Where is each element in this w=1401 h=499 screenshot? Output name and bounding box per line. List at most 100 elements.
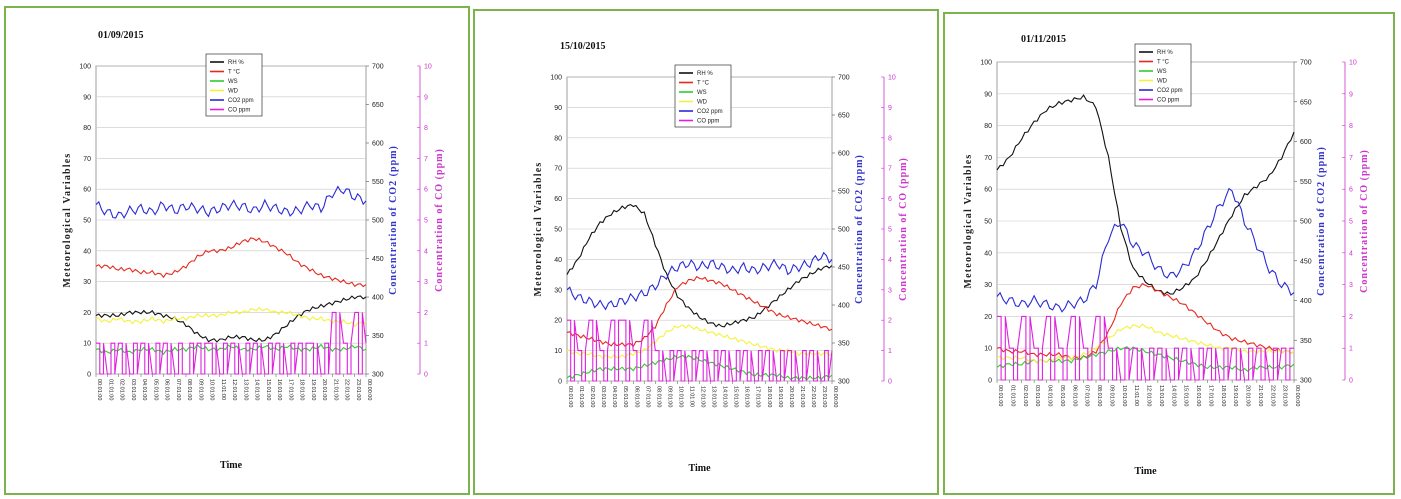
c3-x-tick-label: 19:01:00: [1232, 385, 1238, 406]
chart-svg-1: 01/09/2015010203040506070809010030035040…: [62, 30, 445, 471]
c2-y2-tick-label: 650: [838, 113, 850, 120]
c2-x-tick-label: 15:01:00: [733, 386, 739, 407]
c3-y-tick-label: 20: [984, 314, 992, 321]
c3-legend-label: CO2 ppm: [1157, 88, 1183, 94]
c2-x-tick-label: 21:01:00: [799, 386, 805, 407]
c2-series-line-4: [566, 324, 833, 360]
c1-x-tick-label: 16:01:00: [276, 379, 282, 400]
c2-x-tick-label: 16:01:00: [744, 386, 750, 407]
c2-y3-tick-label: 5: [888, 227, 892, 234]
c3-x-tick-label: 14:01:00: [1170, 385, 1176, 406]
c3-x-tick-label: 00:01:00: [997, 385, 1003, 406]
c1-y-tick-label: 90: [83, 94, 91, 101]
c3-y-tick-label: 50: [984, 219, 992, 226]
c1-x-tick-label: 12:01:00: [231, 379, 237, 400]
c2-x-tick-label: 11:01:00: [688, 386, 694, 407]
c1-y3-axis-label: Concentration of CO (ppm): [434, 148, 445, 292]
c1-y-tick-label: 50: [83, 218, 91, 225]
c3-y2-tick-label: 650: [1300, 99, 1312, 106]
c3-x-tick-label: 11:01:00: [1133, 385, 1139, 406]
c2-y3-tick-label: 10: [888, 75, 896, 82]
c1-series-line-5: [95, 185, 367, 220]
c3-series-line-5: [996, 187, 1295, 313]
c1-x-tick-label: 02:01:00: [119, 379, 125, 400]
c2-legend-label: RH %: [697, 71, 713, 77]
c1-x-tick-label: 00:01:00: [96, 379, 102, 400]
c3-y3-tick-label: 5: [1349, 219, 1353, 226]
c2-y3-axis-label: Concentration of CO (ppm): [898, 157, 909, 301]
c2-x-tick-label: 17:01:00: [755, 386, 761, 407]
c3-x-tick-label: 05:01:00: [1059, 385, 1065, 406]
c1-chart-title: 01/09/2015: [98, 30, 144, 41]
c3-x-tick-label: 12:01:00: [1146, 385, 1152, 406]
c3-y-tick-label: 40: [984, 250, 992, 257]
c1-legend-label: CO ppm: [228, 108, 250, 114]
c2-y-tick-label: 60: [554, 196, 562, 203]
c3-x-tick-label: 04:01:00: [1047, 385, 1053, 406]
c2-y3-tick-label: 7: [888, 166, 892, 173]
c1-y2-tick-label: 500: [372, 218, 384, 225]
c3-y-tick-label: 0: [988, 378, 992, 385]
c2-y3-tick-label: 3: [888, 287, 892, 294]
c2-legend-label: T °C: [697, 81, 710, 87]
c1-x-tick-label: 03:01:00: [130, 379, 136, 400]
c2-x-tick-label: 23:01:00: [821, 386, 827, 407]
c1-x-tick-label: 00:00:00: [366, 379, 372, 400]
c1-legend-label: WD: [228, 89, 239, 95]
c1-legend-label: CO2 ppm: [228, 98, 254, 104]
c3-x-tick-label: 02:01:00: [1022, 385, 1028, 406]
c1-y3-tick-label: 0: [424, 372, 428, 379]
c2-y2-tick-label: 700: [838, 75, 850, 82]
c2-x-tick-label: 05:01:00: [622, 386, 628, 407]
c1-legend-label: WS: [228, 79, 238, 85]
c2-y-tick-label: 100: [550, 75, 562, 82]
c3-y3-tick-label: 10: [1349, 60, 1357, 67]
c2-x-tick-label: 00:00:00: [832, 386, 838, 407]
c2-x-tick-label: 14:01:00: [722, 386, 728, 407]
c3-legend-label: WD: [1157, 79, 1168, 85]
c2-x-tick-label: 12:01:00: [700, 386, 706, 407]
c1-x-tick-label: 23:01:00: [355, 379, 361, 400]
c2-x-tick-label: 02:01:00: [589, 386, 595, 407]
c1-legend-label: T °C: [228, 70, 241, 76]
c2-y3-tick-label: 9: [888, 105, 892, 112]
c2-x-tick-label: 07:01:00: [644, 386, 650, 407]
c1-x-tick-label: 17:01:00: [287, 379, 293, 400]
c3-series-line-6: [997, 315, 1294, 381]
c1-y-tick-label: 100: [79, 64, 91, 71]
c1-y-tick-label: 60: [83, 187, 91, 194]
chart-panel-2: 15/10/2015 0 10 20 30 40 50 60 70 80 90 100 300 350 40…: [473, 9, 939, 495]
c2-x-tick-label: 19:01:00: [777, 386, 783, 407]
c2-y2-tick-label: 450: [838, 265, 850, 272]
c3-legend-label: CO ppm: [1157, 98, 1179, 104]
c1-y3-tick-label: 7: [424, 156, 428, 163]
c1-y-tick-label: 40: [83, 248, 91, 255]
c3-legend-label: WS: [1157, 69, 1167, 75]
c3-y3-tick-label: 8: [1349, 123, 1353, 130]
c3-x-tick-label: 21:01:00: [1257, 385, 1263, 406]
c3-y3-tick-label: 9: [1349, 91, 1353, 98]
c2-x-tick-label: 18:01:00: [766, 386, 772, 407]
c1-y2-axis-label: Concentration of CO2 (ppm): [388, 145, 399, 295]
c1-y-tick-label: 70: [83, 156, 91, 163]
chart-svg-3: 01/11/2015010203040506070809010030035040…: [963, 34, 1370, 477]
c2-y-tick-label: 20: [554, 318, 562, 325]
c1-y-tick-label: 80: [83, 125, 91, 132]
c1-x-tick-label: 21:01:00: [332, 379, 338, 400]
c3-y3-tick-label: 2: [1349, 314, 1353, 321]
c3-y3-tick-label: 3: [1349, 282, 1353, 289]
c2-x-tick-label: 04:01:00: [611, 386, 617, 407]
chart-panel-3: 01/11/2015 0 10 20 30 40 50 60 70 80 90 100 300 350 40…: [943, 12, 1395, 495]
c1-y3-tick-label: 1: [424, 341, 428, 348]
c2-series-line-1: [566, 203, 833, 328]
c2-x-tick-label: 01:01:00: [578, 386, 584, 407]
c2-x-tick-label: 09:01:00: [666, 386, 672, 407]
c2-y-axis-label: Meteorological Variables: [533, 162, 544, 297]
c1-x-tick-label: 05:01:00: [152, 379, 158, 400]
c2-x-tick-label: 03:01:00: [600, 386, 606, 407]
c1-y3-tick-label: 3: [424, 279, 428, 286]
c3-series-line-2: [996, 282, 1295, 361]
c2-y3-tick-label: 1: [888, 348, 892, 355]
c1-y2-tick-label: 450: [372, 256, 384, 263]
c1-y2-tick-label: 650: [372, 102, 384, 109]
